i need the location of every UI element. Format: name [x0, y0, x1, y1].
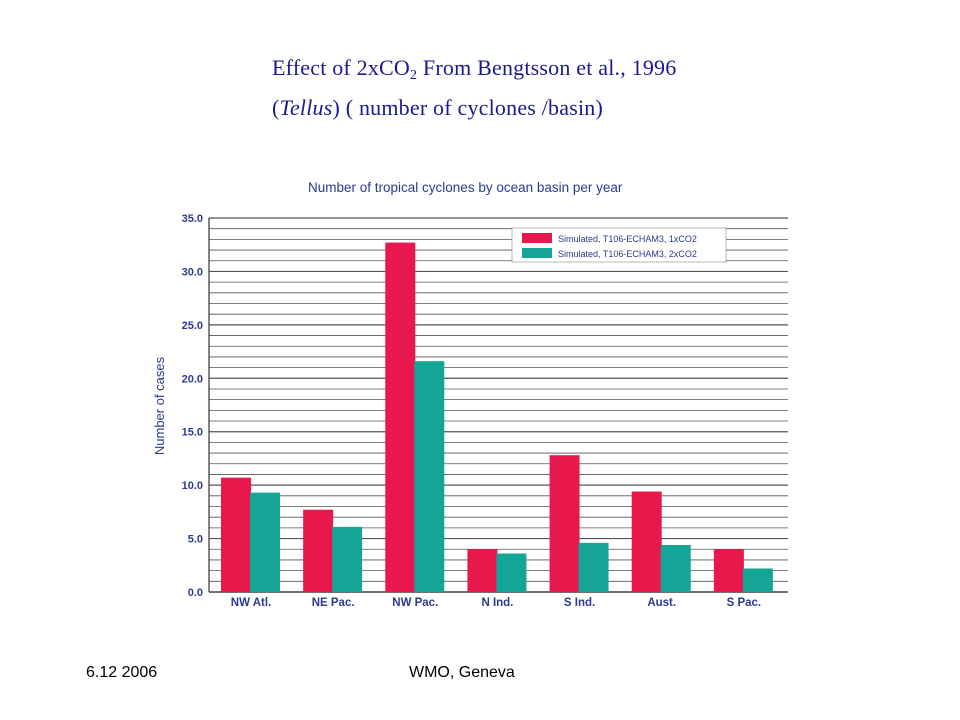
bar-1xco2	[713, 549, 744, 592]
bar-2xco2	[332, 526, 363, 592]
y-tick-label: 0.0	[188, 587, 203, 599]
y-tick-label: 25.0	[182, 320, 203, 332]
x-category-label: NW Atl.	[231, 597, 271, 609]
y-tick-label: 35.0	[182, 213, 203, 225]
grid-lines	[208, 217, 788, 593]
legend-label: Simulated, T106-ECHAM3, 1xCO2	[558, 234, 697, 244]
bar-2xco2	[250, 492, 280, 592]
y-tick-label: 10.0	[182, 480, 203, 492]
title-subscript: 2	[410, 68, 418, 83]
x-category-label: Aust.	[647, 597, 676, 609]
bar-2xco2	[660, 544, 691, 592]
y-tick-labels: 0.0 5.0 10.0 15.0 20.0 25.0 30.0 35.0	[182, 213, 203, 599]
x-category-label: S Pac.	[727, 597, 762, 609]
title-journal-name: Tellus	[279, 95, 333, 120]
x-category-label: NE Pac.	[312, 597, 355, 609]
legend-label: Simulated, T106-ECHAM3, 2xCO2	[558, 249, 697, 259]
x-category-labels: NW Atl. NE Pac. NW Pac. N Ind. S Ind. Aust. S …	[231, 597, 761, 609]
y-tick-label: 30.0	[182, 266, 203, 278]
x-category-label: NW Pac.	[392, 597, 438, 609]
title-text-part1: Effect of 2xCO	[272, 55, 411, 80]
bar-2xco2	[578, 542, 609, 592]
y-tick-label: 20.0	[182, 373, 203, 385]
bar-1xco2	[303, 509, 334, 592]
legend-swatch	[522, 233, 552, 243]
y-tick-label: 15.0	[182, 427, 203, 439]
footer-date: 6.12 2006	[86, 664, 158, 681]
bar-2xco2	[414, 361, 445, 592]
y-tick-label: 5.0	[188, 534, 203, 546]
bar-1xco2	[549, 455, 580, 592]
bars	[221, 242, 773, 592]
bar-1xco2	[221, 477, 251, 592]
title-paren-open: (	[272, 95, 280, 120]
bar-2xco2	[742, 568, 773, 592]
legend: Simulated, T106-ECHAM3, 1xCO2 Simulated, …	[511, 227, 727, 263]
bar-2xco2	[496, 553, 527, 592]
x-category-label: S Ind.	[564, 597, 595, 609]
title-text-part3: ) ( number of cyclones /basin)	[332, 95, 604, 120]
bar-1xco2	[631, 491, 662, 592]
slide-title: Effect of 2xCO2 From Bengtsson et al., 1…	[272, 52, 892, 124]
bar-1xco2	[385, 242, 416, 592]
bar-1xco2	[467, 549, 498, 592]
y-axis-label: Number of cases	[152, 356, 167, 455]
bar-chart: Number of tropical cyclones by ocean bas…	[152, 180, 788, 609]
chart-title: Number of tropical cyclones by ocean bas…	[308, 180, 623, 195]
x-category-label: N Ind.	[481, 597, 513, 609]
footer-venue: WMO, Geneva	[409, 664, 515, 681]
title-text-part2: From Bengtsson et al., 1996	[417, 55, 677, 80]
legend-swatch	[522, 248, 552, 258]
